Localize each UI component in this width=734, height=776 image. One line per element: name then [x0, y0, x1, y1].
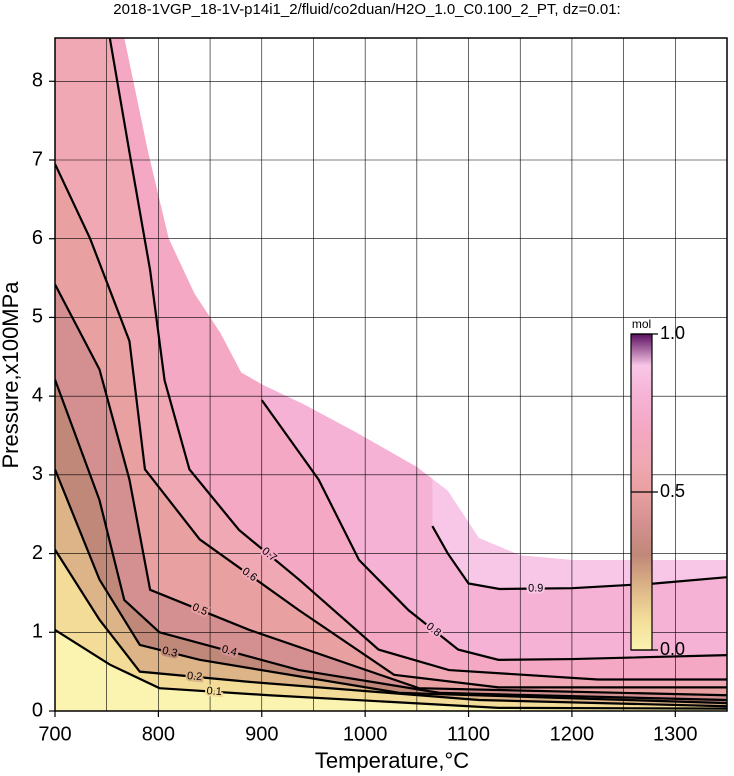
- y-tick-label: 3: [32, 463, 43, 485]
- chart-title: 2018-1VGP_18-1V-p14i1_2/fluid/co2duan/H2…: [113, 1, 620, 18]
- contour-label: 0.1: [206, 685, 222, 698]
- y-tick-label: 0: [32, 699, 43, 721]
- colorbar-label: mol: [632, 317, 651, 331]
- y-tick-label: 6: [32, 227, 43, 249]
- contour-line: [260, 399, 727, 661]
- x-tick-label: 1000: [343, 723, 388, 745]
- y-axis-label: Pressure,x100MPa: [0, 281, 23, 469]
- x-tick-label: 800: [142, 723, 175, 745]
- x-tick-label: 1300: [653, 723, 698, 745]
- contour-label: 0.2: [186, 670, 202, 683]
- contour-line: [55, 163, 727, 689]
- plot-frame: [54, 37, 728, 712]
- contour-label: 0.9: [528, 582, 543, 594]
- x-tick-label: 1100: [447, 723, 490, 745]
- y-tick-label: 5: [32, 306, 43, 328]
- contour-line: [55, 549, 727, 708]
- y-tick-label: 4: [32, 384, 43, 406]
- contour-band: [55, 629, 727, 711]
- colorbar-tick-label: 0.0: [660, 639, 685, 659]
- contour-band: [55, 38, 727, 711]
- y-tick-label: 1: [32, 621, 43, 643]
- y-tick-label: 2: [32, 542, 43, 564]
- y-tick-label: 7: [32, 148, 43, 170]
- contour-line: [55, 628, 727, 710]
- contour-line: [55, 379, 727, 702]
- contour-line: [431, 525, 727, 591]
- x-axis-label: Temperature,°C: [315, 748, 469, 773]
- contour-band: [55, 163, 727, 711]
- x-tick-label: 700: [38, 723, 71, 745]
- y-tick-label: 8: [32, 70, 43, 92]
- colorbar-tick-label: 1.0: [660, 323, 685, 343]
- x-tick-label: 900: [245, 723, 278, 745]
- colorbar-tick-label: 0.5: [660, 481, 685, 501]
- contour-line: [108, 38, 727, 681]
- x-tick-label: 1200: [550, 723, 595, 745]
- contour-line: [55, 283, 727, 697]
- contour-line: [55, 468, 727, 705]
